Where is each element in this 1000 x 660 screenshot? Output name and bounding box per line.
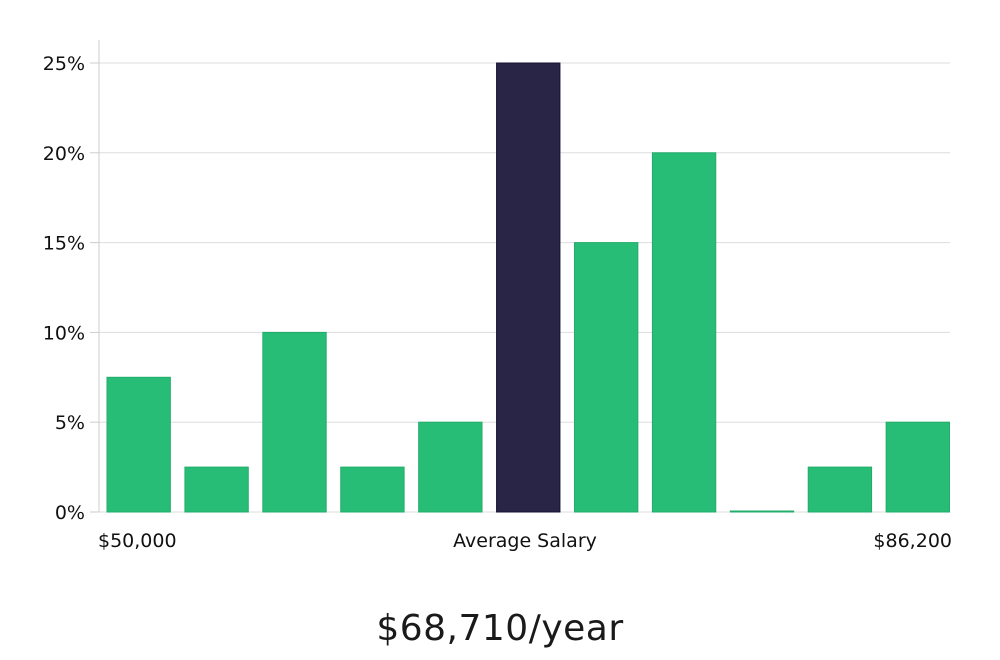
bar-2 — [184, 466, 249, 513]
bar-11 — [885, 421, 950, 513]
x-label-min: $50,000 — [98, 530, 177, 552]
bar-8 — [651, 152, 717, 513]
chart-svg: 0%5%10%15%20%25% $50,000 Average Salary … — [43, 40, 952, 552]
bar-3 — [262, 331, 327, 513]
bars — [106, 62, 950, 513]
bar-4 — [340, 466, 405, 513]
x-label-max: $86,200 — [873, 530, 952, 552]
bar-7 — [573, 242, 639, 513]
y-tick-label-15: 15% — [43, 233, 85, 255]
average-salary-headline: $68,710/year — [376, 608, 624, 649]
bar-average-salary — [496, 62, 561, 513]
x-label-center: Average Salary — [453, 530, 597, 552]
y-axis-ticks: 0% 5% 10% 15% 20% 25% — [43, 53, 99, 524]
bar-1 — [106, 376, 171, 513]
bar-10 — [807, 466, 873, 513]
y-tick-label-20: 20% — [43, 143, 85, 165]
y-tick-label-5: 5% — [55, 412, 85, 434]
y-tick-label-25: 25% — [43, 53, 85, 75]
y-tick-label-0: 0% — [55, 502, 85, 524]
y-tick-label-10: 10% — [43, 322, 85, 344]
bar-5 — [418, 421, 483, 513]
bar-9 — [729, 510, 795, 513]
